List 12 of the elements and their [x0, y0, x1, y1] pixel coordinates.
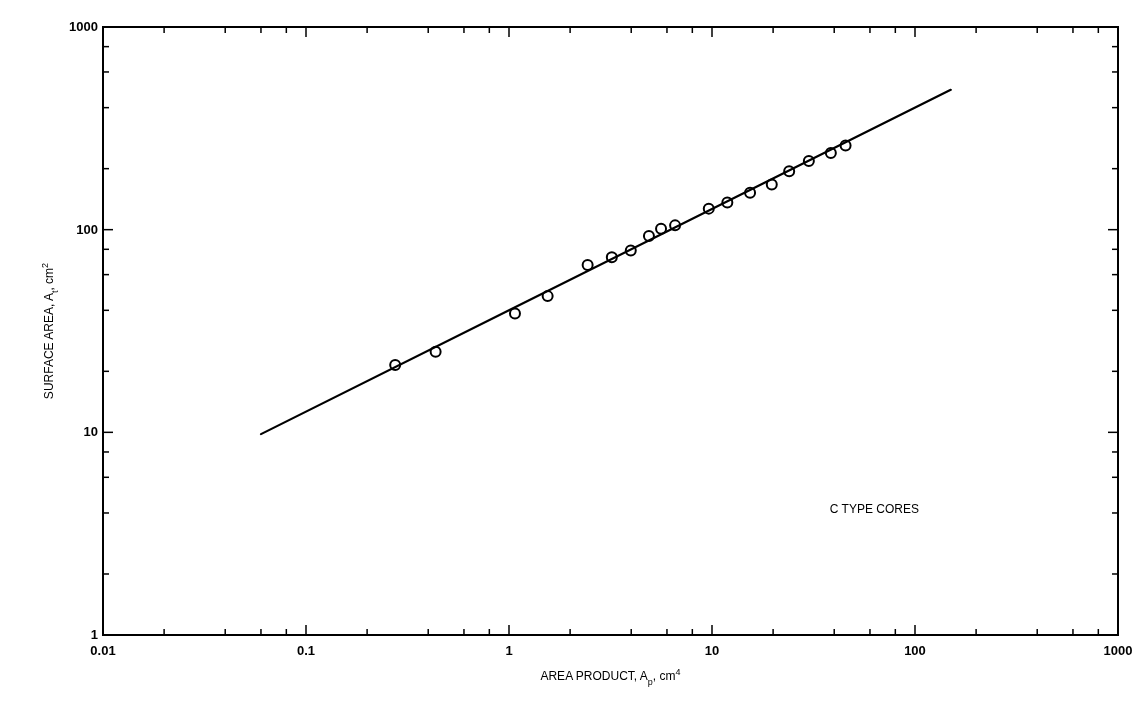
x-tick-label: 1: [505, 643, 513, 658]
y-tick-label: 1000: [69, 19, 98, 34]
x-axis-title: AREA PRODUCT, A$_{p}$, cm$^{4}$: [540, 667, 681, 687]
y-tick-label: 10: [83, 424, 98, 440]
annotation: C TYPE CORES: [829, 502, 919, 517]
y-tick-label: 100: [76, 221, 98, 237]
x-tick-label: 0.1: [296, 643, 316, 658]
x-tick-label: 1000: [1103, 643, 1133, 658]
x-tick-label: 100: [904, 643, 926, 658]
y-tick-label: 1: [90, 627, 98, 642]
x-tick-label: 0.01: [90, 643, 116, 658]
x-tick-label: 10: [704, 643, 720, 658]
